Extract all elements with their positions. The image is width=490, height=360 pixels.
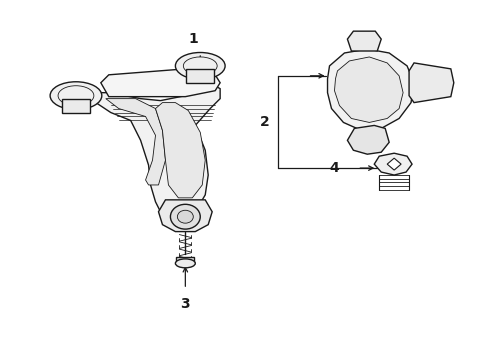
Polygon shape — [96, 83, 220, 220]
Ellipse shape — [177, 210, 193, 223]
Polygon shape — [155, 103, 205, 198]
Text: 4: 4 — [330, 161, 340, 175]
Polygon shape — [186, 69, 214, 83]
Text: 1: 1 — [189, 32, 198, 46]
Polygon shape — [347, 31, 381, 51]
Polygon shape — [106, 99, 166, 185]
Polygon shape — [387, 158, 401, 170]
Text: 2: 2 — [260, 116, 270, 130]
Ellipse shape — [171, 204, 200, 229]
Ellipse shape — [175, 259, 196, 268]
Polygon shape — [158, 200, 212, 231]
Text: 3: 3 — [180, 297, 190, 311]
Polygon shape — [347, 125, 389, 154]
Polygon shape — [101, 69, 220, 96]
Polygon shape — [409, 63, 454, 103]
Ellipse shape — [58, 86, 94, 105]
Ellipse shape — [50, 82, 102, 109]
Polygon shape — [176, 257, 195, 264]
Ellipse shape — [175, 53, 225, 79]
Polygon shape — [62, 99, 90, 113]
Polygon shape — [374, 153, 412, 175]
Ellipse shape — [183, 57, 217, 75]
Polygon shape — [327, 49, 414, 130]
Polygon shape — [335, 57, 403, 122]
